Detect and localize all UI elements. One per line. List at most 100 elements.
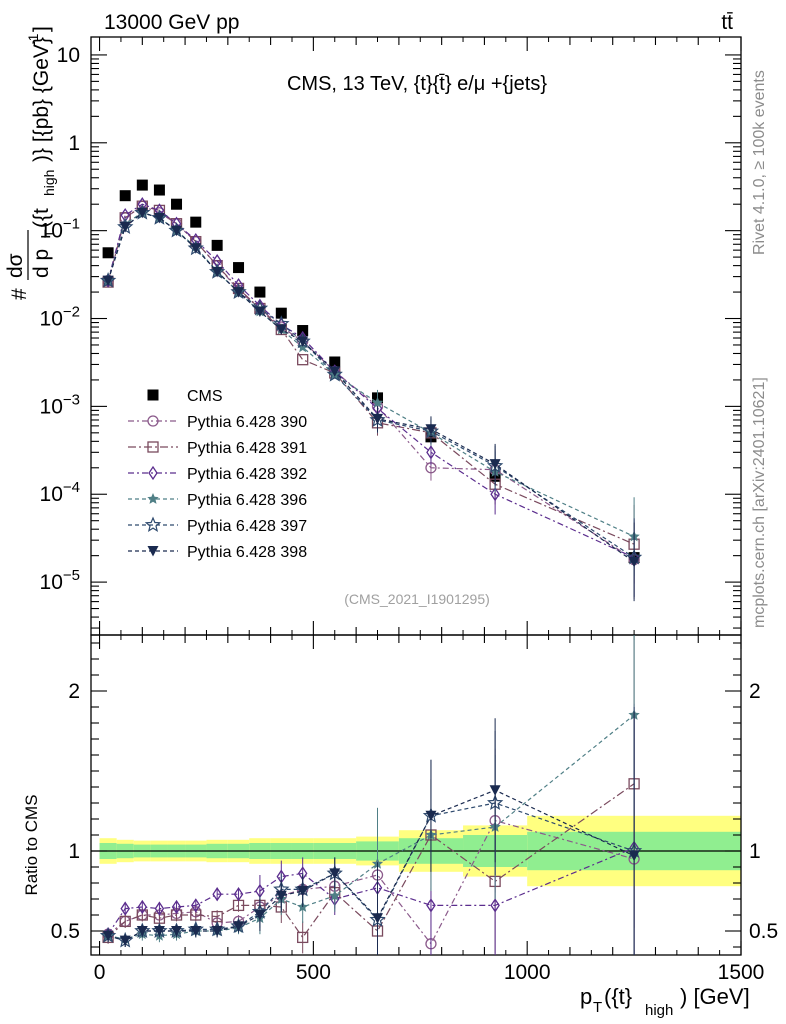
y-tick-label: 10−1: [40, 216, 80, 243]
ratio-data-point: [372, 913, 384, 924]
x-tick-label: 1500: [718, 961, 765, 984]
ratio-data-point: [171, 926, 183, 937]
process-label: 13000 GeV pp: [104, 11, 239, 34]
legend-label: Pythia 6.428 397: [187, 518, 307, 535]
data-point: [297, 354, 309, 366]
ratio-data-point: [297, 931, 309, 944]
legend-label: Pythia 6.428 398: [187, 544, 307, 561]
y-label-units: )} [{pb} {GeV}: [30, 37, 53, 162]
legend-entry: Pythia 6.428 391: [128, 440, 307, 457]
rivet-version-label: Rivet 4.1.0, ≥ 100k events: [751, 70, 768, 255]
ratio-y-tick-label: 0.5: [51, 920, 80, 943]
data-point: [136, 179, 148, 191]
y-tick-label: 10−2: [40, 304, 80, 331]
ratio-y-tick-label-right: 1: [749, 840, 761, 863]
ratio-series-line: [107, 714, 635, 940]
ratio-series-line: [107, 783, 635, 939]
y-tick-label: 10−4: [40, 479, 80, 506]
data-point: [119, 190, 131, 202]
axis-ticks: 0 500 1000 1500 10−5 10−4 10−3 10−2 10−1 1 10 0.5 0.…: [40, 37, 778, 984]
x-tick-label: 1000: [504, 961, 551, 984]
series-pythia-6-428-391: [102, 200, 640, 584]
ratio-series-pythia-6-428-396: [102, 635, 640, 946]
y-tick-label: 10: [57, 44, 80, 67]
chart-title: CMS, 13 TeV, {t}{t̄} e/μ +{jets}: [287, 73, 547, 95]
data-point: [171, 225, 183, 237]
main-plot-series: [99, 179, 643, 602]
data-point: [153, 212, 165, 224]
legend-label: Pythia 6.428 392: [187, 466, 307, 483]
series-line: [107, 203, 635, 559]
ratio-y-tick-label-right: 0.5: [749, 920, 778, 943]
data-point: [425, 424, 437, 435]
y-label-sub-high: high: [41, 170, 57, 196]
x-label-p: p: [580, 984, 592, 1009]
ratio-y-axis-label: Ratio to CMS: [22, 794, 41, 895]
series-pythia-6-428-390: [102, 200, 640, 599]
data-point: [190, 216, 202, 228]
plot-frames: [90, 36, 742, 956]
data-point: [372, 413, 384, 425]
ratio-data-point: [212, 887, 222, 902]
data-point: [211, 239, 223, 251]
ratio-series-line: [107, 819, 635, 945]
x-axis-label: p T ({t} high ) [GeV]: [580, 984, 750, 1019]
x-tick-label: 0: [94, 961, 106, 984]
y-label-arg: ({t: [30, 208, 53, 228]
ratio-data-point: [297, 886, 309, 897]
data-point: [211, 266, 223, 278]
data-point: [628, 556, 640, 568]
ratio-data-point: [171, 899, 182, 915]
x-tick-label: 500: [296, 961, 331, 984]
y-tick-label: 10−5: [40, 567, 80, 594]
x-label-sub-high: high: [645, 1002, 673, 1019]
final-state-label: tt̄: [721, 11, 733, 34]
data-point: [275, 324, 287, 335]
ratio-uncertainty-bands: [91, 815, 741, 887]
ratio-data-point: [489, 785, 501, 796]
y-label-sup: -1: [25, 33, 41, 46]
data-point: [329, 356, 341, 368]
ratio-data-point: [153, 926, 165, 937]
y-label-sub-t: T: [41, 229, 57, 238]
data-point: [233, 262, 245, 274]
data-point: [329, 366, 341, 377]
legend-entry: Pythia 6.428 396: [128, 492, 307, 509]
data-point: [233, 287, 245, 298]
legend-marker: [147, 389, 159, 401]
y-tick-label: 10−3: [40, 391, 80, 418]
ratio-y-tick-label: 1: [68, 840, 80, 863]
x-label-units: ) [GeV]: [680, 984, 750, 1009]
ratio-y-tick-label: 2: [68, 680, 80, 703]
ratio-data-point: [275, 890, 287, 902]
legend-label: Pythia 6.428 390: [187, 414, 307, 431]
ratio-data-point: [154, 901, 165, 916]
ratio-data-point: [102, 930, 114, 942]
series-line: [107, 212, 635, 538]
legend-entry: CMS: [147, 388, 223, 405]
y-label-hash: #: [8, 288, 31, 300]
ratio-data-point: [190, 898, 201, 913]
data-point: [490, 487, 500, 502]
data-point: [136, 207, 148, 219]
ratio-data-point: [329, 868, 341, 879]
legend-marker: [147, 546, 159, 557]
legend-marker: [148, 465, 158, 481]
ratio-data-point: [425, 810, 437, 822]
ratio-data-point: [628, 850, 640, 862]
legend-entry: Pythia 6.428 390: [128, 414, 307, 431]
ratio-data-point: [136, 926, 148, 937]
y-tick-label: 1: [68, 132, 80, 155]
data-point: [153, 184, 165, 196]
data-point: [102, 247, 114, 259]
x-label-arg: ({t}: [604, 984, 632, 1009]
ratio-data-point: [426, 898, 436, 913]
ratio-data-point: [211, 926, 223, 937]
series-line: [107, 205, 635, 545]
ratio-plot-series: [99, 635, 643, 955]
y-label-frac-top: dσ: [4, 253, 27, 278]
data-point: [171, 198, 183, 210]
series-line: [107, 212, 635, 563]
legend-entry: Pythia 6.428 397: [128, 516, 307, 535]
